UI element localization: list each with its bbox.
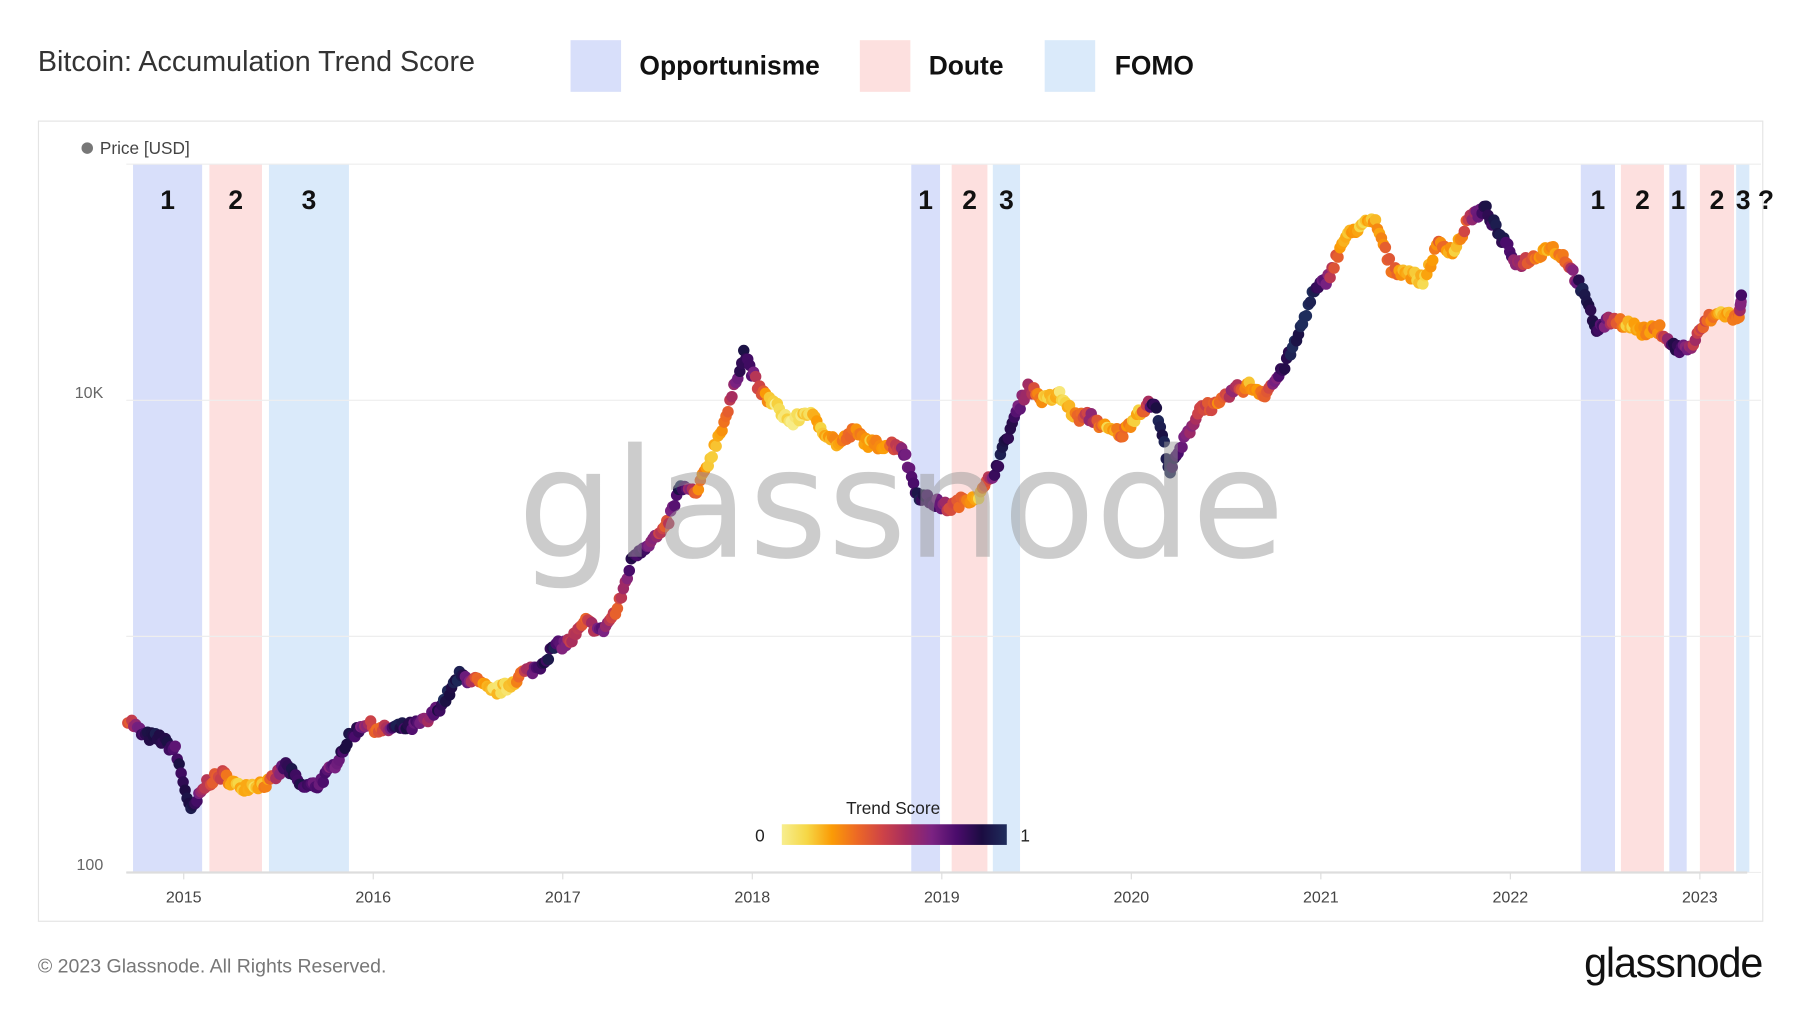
band-label: 1 [1591, 185, 1606, 215]
x-tick-label: 2019 [924, 888, 960, 906]
price-point [1369, 214, 1382, 226]
price-point [1324, 271, 1336, 284]
x-tick-label: 2015 [166, 888, 202, 906]
band-doute [1699, 164, 1735, 873]
price-point [899, 448, 912, 461]
legend-label-fomo: FOMO [1114, 50, 1194, 81]
x-tick-label: 2017 [545, 888, 581, 906]
price-point [1332, 251, 1344, 263]
band-label: 1 [1671, 185, 1686, 215]
price-point [1584, 304, 1597, 317]
band-doute [951, 164, 988, 873]
price-point [1304, 296, 1317, 308]
band-fomo [1736, 164, 1750, 873]
price-point [663, 517, 675, 530]
y-tick-label: 10K [75, 384, 104, 402]
price-point [710, 440, 722, 452]
series-legend-label: Price [USD] [100, 138, 190, 158]
price-point [1480, 200, 1492, 212]
y-tick-label: 100 [77, 856, 104, 874]
x-tick-label: 2016 [355, 888, 391, 906]
price-point [542, 653, 555, 666]
band-label: 3 [999, 185, 1014, 215]
price-point [992, 460, 1005, 473]
price-point [726, 390, 738, 403]
price-point [341, 738, 353, 751]
price-point [611, 602, 624, 615]
watermark-glassnode: glassnode [518, 416, 1285, 593]
price-point [1458, 225, 1471, 238]
price-point [1379, 241, 1392, 254]
band-opportunisme [1580, 164, 1615, 873]
band-label: 2 [1710, 185, 1725, 215]
band-label: 3 ? [1736, 185, 1774, 215]
legend-swatch-doute [859, 40, 911, 92]
price-point [692, 483, 705, 496]
band-label: 1 [918, 185, 933, 215]
price-point [668, 500, 681, 512]
price-point [1158, 436, 1171, 448]
x-tick-label: 2023 [1682, 888, 1718, 906]
band-label: 3 [302, 185, 317, 215]
price-point [1328, 262, 1340, 274]
price-point [706, 451, 718, 463]
price-point [907, 477, 920, 489]
chart-frame [37, 120, 1764, 922]
price-point [988, 469, 1001, 481]
price-point [173, 758, 185, 770]
legend-swatch-opportunisme [570, 40, 622, 92]
price-point [1014, 403, 1026, 415]
x-tick-label: 2020 [1113, 888, 1149, 906]
band-label: 2 [1635, 185, 1650, 215]
x-tick-label: 2021 [1303, 888, 1339, 906]
price-point [722, 405, 734, 418]
copyright: © 2023 Glassnode. All Rights Reserved. [37, 955, 387, 977]
colorbar-max-label: 1 [1020, 825, 1030, 845]
price-point [1735, 289, 1748, 301]
price-point [169, 740, 181, 752]
glassnode-logo: glassnode [1584, 939, 1763, 987]
band-opportunisme [1669, 164, 1687, 873]
price-point [1150, 402, 1163, 414]
legend-swatch-fomo [1044, 40, 1096, 92]
price-point [1567, 264, 1579, 276]
price-point [1300, 310, 1313, 322]
price-point [1002, 432, 1015, 445]
colorbar-min-label: 0 [755, 825, 765, 845]
band-fomo [268, 164, 349, 873]
price-point [1654, 319, 1666, 331]
price-point [615, 591, 628, 604]
price-point [1383, 253, 1396, 265]
band-doute [1620, 164, 1664, 873]
series-legend-dot [81, 142, 93, 154]
chart-title: Bitcoin: Accumulation Trend Score [37, 45, 475, 79]
legend-label-opportunisme: Opportunisme [639, 50, 820, 81]
price-point [716, 424, 728, 437]
legend-label-doute: Doute [928, 50, 1004, 81]
x-tick-label: 2022 [1492, 888, 1528, 906]
price-point [1427, 254, 1439, 266]
band-doute [209, 164, 262, 873]
band-fomo [992, 164, 1021, 873]
price-point [317, 776, 330, 788]
x-tick-label: 2018 [734, 888, 770, 906]
price-point [1176, 441, 1188, 453]
price-point [175, 767, 187, 779]
colorbar [781, 824, 1007, 845]
price-point [623, 564, 636, 577]
price-point [1278, 363, 1291, 375]
colorbar-title: Trend Score [846, 798, 940, 818]
price-point [749, 370, 762, 383]
band-label: 1 [160, 185, 175, 215]
price-point [1490, 219, 1502, 231]
band-label: 2 [228, 185, 243, 215]
price-point [1166, 461, 1178, 473]
band-opportunisme [911, 164, 941, 873]
band-label: 2 [962, 185, 977, 215]
band-opportunisme [133, 164, 203, 873]
price-point [1117, 430, 1129, 443]
